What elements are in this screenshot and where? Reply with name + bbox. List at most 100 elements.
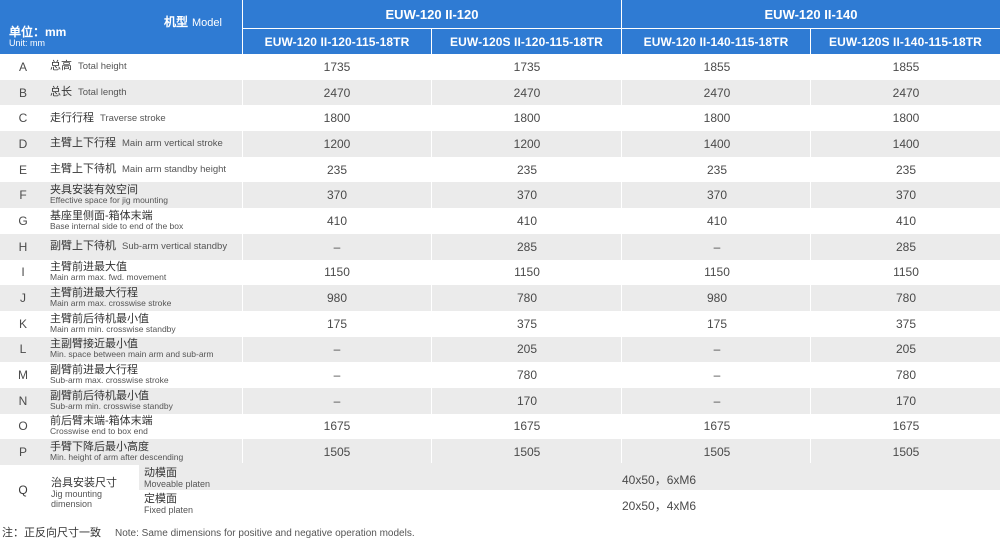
- row-letter: D: [18, 136, 28, 151]
- cell-value: 370: [516, 188, 538, 203]
- subrow-label-cn: 定模面: [144, 493, 177, 505]
- row-letter: A: [18, 59, 27, 74]
- spec-table-body: A 总高 Total height 1735 1735 1855 1855 B 总长 Total …: [0, 54, 1000, 465]
- model-label-en: Model: [192, 17, 222, 29]
- cell-value: 170: [516, 393, 538, 408]
- row-letter: M: [18, 368, 28, 383]
- row-label: 主臂前进最大行程 Main arm max. crosswise stroke: [50, 285, 171, 311]
- row-label-cn: 总高: [50, 60, 72, 73]
- row-label: 走行行程 Traverse stroke: [50, 105, 166, 131]
- table-row: P 手臂下降后最小高度 Min. height of arm after desce…: [0, 439, 1000, 465]
- model-header: EUW-120 II-120-115-18TR: [243, 29, 431, 54]
- row-label: 总长 Total length: [50, 80, 127, 106]
- table-row: O 前后臂末端-箱体末端 Crosswise end to box end 1675 1…: [0, 414, 1000, 440]
- row-letter: H: [18, 239, 28, 254]
- subrow-label-en: Fixed platen: [144, 505, 194, 515]
- cell-value: 1675: [513, 419, 541, 434]
- cell-value: 235: [326, 162, 348, 177]
- row-label: 副臂前后待机最小值 Sub-arm min. crosswise standby: [50, 388, 173, 414]
- cell-value: –: [713, 342, 721, 357]
- cell-value: 1675: [892, 419, 920, 434]
- row-label: 主臂前进最大值 Main arm max. fwd. movement: [50, 260, 166, 286]
- row-label: 副臂上下待机 Sub-arm vertical standby: [50, 234, 227, 260]
- footnote-en: Note: Same dimensions for positive and n…: [115, 528, 415, 539]
- row-label-cn: 主副臂接近最小值: [50, 338, 138, 351]
- row-label-en: Traverse stroke: [100, 112, 166, 124]
- table-row: H 副臂上下待机 Sub-arm vertical standby – 285 – 285: [0, 233, 1000, 260]
- cell-value: 1800: [513, 111, 541, 126]
- row-letter: C: [18, 111, 28, 126]
- cell-value: 205: [895, 342, 917, 357]
- row-letter: K: [18, 316, 27, 331]
- row-label-cn: 走行行程: [50, 111, 94, 124]
- cell-value: 375: [895, 316, 917, 331]
- table-row: D 主臂上下行程 Main arm vertical stroke 1200 1200 1…: [0, 131, 1000, 157]
- cell-value: 1855: [703, 59, 731, 74]
- cell-value: 1735: [513, 59, 541, 74]
- row-label-en: Min. height of arm after descending: [50, 452, 184, 463]
- row-label-cn: 治具安装尺寸: [51, 477, 117, 489]
- cell-value: 780: [895, 368, 917, 383]
- table-row: I 主臂前进最大值 Main arm max. fwd. movement 1150 1…: [0, 260, 1000, 286]
- cell-value: 1150: [893, 265, 919, 280]
- cell-value: 235: [895, 162, 917, 177]
- row-label-en: Main arm standby height: [122, 164, 227, 176]
- row-label: 副臂前进最大行程 Sub-arm max. crosswise stroke: [50, 362, 169, 388]
- row-label: 手臂下降后最小高度 Min. height of arm after descen…: [50, 439, 183, 465]
- jig-subrow-moveable: 动模面 Moveable platen 40x50，6xM6: [139, 465, 1000, 490]
- row-label: 主臂上下行程 Main arm vertical stroke: [50, 131, 223, 157]
- cell-value: 1800: [703, 111, 731, 126]
- cell-value: 370: [706, 188, 728, 203]
- row-label-en: Total height: [78, 61, 127, 73]
- table-row: K 主臂前后待机最小值 Main arm min. crosswise standb…: [0, 311, 1000, 337]
- table-row: F 夹具安装有效空间 Effective space for jig mountin…: [0, 182, 1000, 209]
- cell-value: 980: [326, 291, 348, 306]
- cell-value: 175: [706, 316, 728, 331]
- cell-value: 1505: [892, 445, 920, 460]
- row-label-cn: 副臂前进最大行程: [50, 364, 138, 377]
- row-label-en: Main arm max. fwd. movement: [50, 272, 167, 283]
- row-label-en: Min. space between main arm and sub-arm: [50, 349, 214, 360]
- row-label-en: Total length: [78, 87, 127, 99]
- row-label-en: Sub-arm vertical standby: [122, 241, 228, 253]
- cell-value: –: [713, 239, 721, 254]
- row-label-cn: 主臂前后待机最小值: [50, 312, 149, 325]
- cell-value: 1800: [892, 111, 920, 126]
- row-letter: P: [18, 445, 27, 460]
- row-label: 基座里侧面-箱体末端 Base internal side to end of t…: [50, 208, 183, 234]
- footnote-cn: 注：正反向尺寸一致: [2, 527, 101, 539]
- cell-value: 235: [516, 162, 538, 177]
- row-label-cn: 基座里侧面-箱体末端: [50, 209, 153, 222]
- cell-value: 410: [895, 213, 917, 228]
- table-row: G 基座里侧面-箱体末端 Base internal side to end of …: [0, 208, 1000, 234]
- row-letter: N: [18, 393, 28, 408]
- cell-value: 980: [706, 291, 728, 306]
- cell-value: –: [333, 342, 341, 357]
- row-letter: O: [18, 419, 28, 434]
- row-label-cn: 夹具安装有效空间: [50, 184, 138, 197]
- cell-value: 410: [326, 213, 348, 228]
- cell-value: 285: [516, 239, 538, 254]
- cell-value: 1200: [513, 136, 541, 151]
- row-letter: I: [21, 265, 25, 280]
- table-row: B 总长 Total length 2470 2470 2470 2470: [0, 79, 1000, 106]
- cell-value: –: [333, 393, 341, 408]
- subrow-value: 40x50，6xM6: [622, 473, 697, 487]
- row-label-en: Main arm max. crosswise stroke: [50, 298, 172, 309]
- row-label-cn: 副臂上下待机: [50, 240, 116, 253]
- cell-value: –: [333, 368, 341, 383]
- cell-value: –: [713, 368, 721, 383]
- row-letter: J: [20, 291, 26, 306]
- row-letter: B: [18, 85, 27, 100]
- cell-value: 370: [326, 188, 348, 203]
- cell-value: 205: [516, 342, 538, 357]
- subrow-value: 20x50，4xM6: [622, 499, 697, 513]
- unit-label-cn: 单位：mm: [9, 25, 67, 39]
- row-label-en: Sub-arm min. crosswise standby: [50, 400, 173, 411]
- cell-value: 1505: [513, 445, 541, 460]
- subrow-label-cn: 动模面: [144, 467, 177, 479]
- cell-value: 410: [516, 213, 538, 228]
- cell-value: 1675: [703, 419, 731, 434]
- row-label-en: Effective space for jig mounting: [50, 195, 168, 206]
- row-letter: L: [19, 342, 27, 357]
